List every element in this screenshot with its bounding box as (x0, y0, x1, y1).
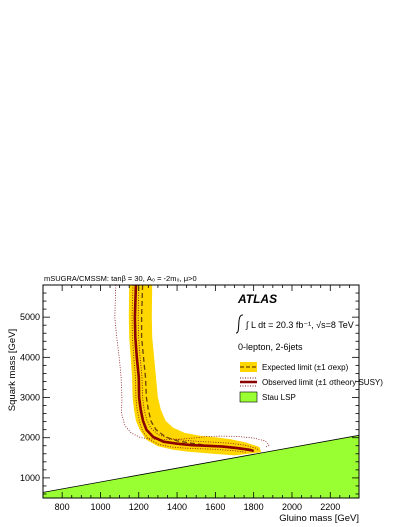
legend-expected-label: Expected limit (±1 σexp) (262, 363, 349, 372)
y-axis-label: Squark mass [GeV] (7, 329, 18, 411)
y-tick-label: 2000 (20, 433, 40, 443)
x-tick-label: 800 (55, 502, 70, 512)
plot-frame (42, 284, 360, 499)
x-tick-label: 1800 (244, 502, 264, 512)
observed-minus-sigma-line (131, 285, 247, 453)
atlas-label: ATLAS (237, 292, 277, 306)
x-tick-label: 2000 (282, 502, 302, 512)
legend-observed-label: Observed limit (±1 σtheory SUSY) (262, 378, 383, 387)
y-tick-label: 5000 (20, 312, 40, 322)
x-tick-label: 2200 (320, 502, 340, 512)
expected-band (128, 285, 262, 456)
plot-area (43, 285, 359, 498)
lumi-label: ∫ L dt = 20.3 fb⁻¹, √s=8 TeV (245, 320, 354, 330)
stau-lsp-region (43, 434, 359, 498)
y-tick-label: 3000 (20, 393, 40, 403)
chart-title: mSUGRA/CMSSM: tanβ = 30, A₀ = -2m₀, μ>0 (44, 274, 197, 283)
x-tick-label: 1400 (167, 502, 187, 512)
integral-sign (235, 314, 244, 334)
legend-stau-swatch (239, 391, 258, 403)
y-tick-label: 1000 (20, 473, 40, 483)
plot-content (43, 285, 359, 498)
x-axis-label: Gluino mass [GeV] (279, 513, 359, 524)
x-tick-label: 1600 (205, 502, 225, 512)
observed-limit-line (133, 285, 255, 453)
y-tick-label: 4000 (20, 352, 40, 362)
x-tick-label: 1200 (129, 502, 149, 512)
legend-stau-label: Stau LSP (262, 393, 296, 402)
axes: 800 1000 1200 1400 1600 1800 2000 2200 1000 2000 3… (20, 284, 360, 512)
outer-envelope-line (114, 285, 270, 448)
x-tick-label: 1000 (90, 502, 110, 512)
channel-label: 0-lepton, 2-6jets (238, 342, 303, 352)
legend: Expected limit (±1 σexp) Observed limit (… (239, 362, 383, 403)
observed-plus-sigma-line (137, 285, 260, 451)
